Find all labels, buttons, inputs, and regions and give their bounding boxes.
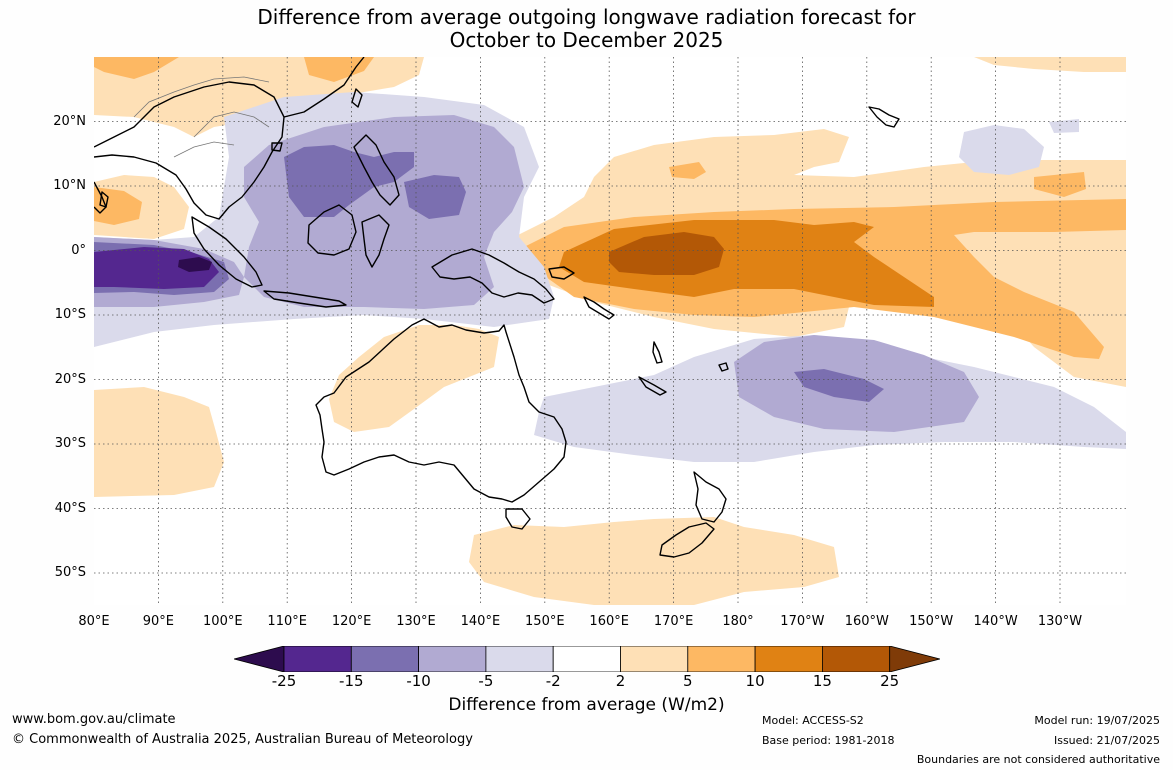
coastline-fiji: [718, 362, 729, 372]
legend-extend-low: [234, 646, 285, 672]
legend-extend-high: [889, 646, 940, 672]
legend-tick-label: 25: [880, 672, 900, 690]
contour-minus5-minus10-philippines: [244, 115, 524, 309]
contour-5-10-east-china: [94, 57, 179, 79]
legend-swatch: [552, 646, 621, 672]
legend-swatch: [687, 646, 756, 672]
coastline-sumatra: [191, 216, 263, 288]
legend-swatch: [754, 646, 823, 672]
contour-5-10-bay-of-bengal: [94, 187, 142, 225]
coastline-hawaii: [868, 106, 900, 128]
coastline-nz-south-island: [659, 522, 715, 558]
graticule: [94, 57, 1126, 605]
legend-swatch: [350, 646, 420, 672]
longitude-label: 160°E: [589, 614, 629, 629]
footer-model-run: Model run: 19/07/2025: [1034, 714, 1160, 727]
coastline-se-asia-mainland: [94, 81, 285, 220]
coastline-tasmania: [505, 508, 531, 530]
legend-tick-label: 5: [683, 672, 693, 690]
coastline-philippines: [353, 134, 400, 206]
longitude-label: 120°E: [331, 614, 372, 629]
coastline-china-east: [283, 57, 365, 118]
coastline-australia: [315, 318, 567, 503]
longitude-label: 170°W: [780, 614, 825, 629]
contour-minus15-minus25-indian-ocean: [94, 247, 219, 289]
coastline-java: [263, 290, 347, 308]
legend-title: Difference from average (W/m2): [448, 695, 725, 715]
coastlines: [94, 57, 900, 558]
map-title-line2: October to December 2025: [449, 28, 724, 52]
footer-base-period: Base period: 1981-2018: [762, 734, 895, 747]
contour-5-10-taiwan: [304, 57, 374, 82]
footer-issued: Issued: 21/07/2025: [1053, 734, 1160, 747]
longitude-label: 80°E: [78, 614, 110, 629]
longitude-label: 180°: [722, 614, 754, 629]
olr-anomaly-map: [94, 57, 1126, 605]
longitude-label: 150°E: [525, 614, 565, 629]
coastline-new-britain: [548, 266, 575, 280]
legend-colorbar: [234, 646, 940, 672]
coastline-solomon-islands: [583, 296, 615, 320]
coastline-borneo: [307, 204, 357, 256]
contour-minus10-minus15-south-pacific: [794, 369, 884, 402]
longitude-label: 100°E: [203, 614, 243, 629]
latitude-label: 10°S: [54, 307, 86, 322]
longitude-label: 140°W: [973, 614, 1018, 629]
longitude-label: 150°W: [909, 614, 954, 629]
legend-tick-label: -15: [339, 672, 364, 690]
coastline-new-caledonia: [638, 376, 667, 396]
footer-model: Model: ACCESS-S2: [762, 714, 864, 727]
country-borders: [133, 76, 270, 158]
longitude-label: 130°W: [1037, 614, 1083, 629]
legend-tick-label: -10: [406, 672, 431, 690]
contour-5-10-nw-pacific-blob: [669, 162, 706, 179]
contour-minus10-minus15-philippines: [284, 145, 414, 217]
contour-2-5-northern-australia: [329, 325, 499, 432]
coastline-taiwan: [351, 88, 363, 108]
longitude-label: 130°E: [396, 614, 436, 629]
latitude-label: 20°S: [54, 371, 86, 387]
coastline-vanuatu: [652, 341, 663, 364]
latitude-label: 40°S: [54, 500, 86, 516]
footer-copyright: © Commonwealth of Australia 2025, Austra…: [12, 732, 473, 747]
longitude-label: 90°E: [142, 614, 175, 629]
legend-tick-label: 2: [615, 672, 626, 690]
longitude-label: 160°W: [844, 614, 889, 629]
legend-swatch: [485, 646, 554, 672]
coastline-sulawesi: [361, 214, 390, 268]
legend-tick-label: -2: [545, 672, 561, 690]
longitude-label: 140°E: [460, 614, 501, 629]
longitude-label: 110°E: [267, 614, 307, 629]
map-title-line1: Difference from average outgoing longwav…: [257, 5, 916, 29]
legend-tick-label: -25: [271, 672, 297, 690]
legend-tick-label: -5: [478, 672, 494, 690]
latitude-label: 50°S: [54, 565, 86, 580]
coastline-sri-lanka: [99, 191, 109, 208]
legend-swatch: [283, 646, 352, 672]
footer-disclaimer: Boundaries are not considered authoritat…: [916, 753, 1160, 766]
coastline-hainan: [271, 142, 283, 152]
contour-2-5-southern-indian-ocean: [94, 387, 224, 497]
latitude-label: 20°N: [53, 113, 86, 129]
legend-tick-label: 15: [812, 672, 832, 690]
legend-swatch: [822, 646, 891, 672]
footer-website-link[interactable]: www.bom.gov.au/climate: [12, 712, 176, 727]
legend-swatch: [620, 646, 689, 672]
coastline-new-guinea: [431, 248, 555, 304]
legend-swatch: [418, 646, 487, 672]
longitude-label: 170°E: [653, 614, 694, 629]
contour-2-5-nz-southern-ocean: [469, 517, 839, 605]
coastline-nz-north-island: [693, 471, 727, 523]
contour-minus2-minus5-north-pacific-small: [1049, 119, 1079, 133]
legend-tick-label: 10: [745, 672, 765, 690]
contour-minus2-minus5-central-north-pacific: [959, 125, 1044, 175]
negative-anomaly-contours: [94, 92, 1126, 462]
contour-15-25-equatorial-pacific: [609, 232, 724, 275]
latitude-label: 0°: [71, 242, 86, 258]
latitude-label: 30°S: [54, 436, 86, 451]
contour-below-minus25-indian-ocean: [178, 257, 212, 272]
contour-2-5-north-pacific: [974, 57, 1126, 72]
latitude-label: 10°N: [53, 178, 86, 193]
